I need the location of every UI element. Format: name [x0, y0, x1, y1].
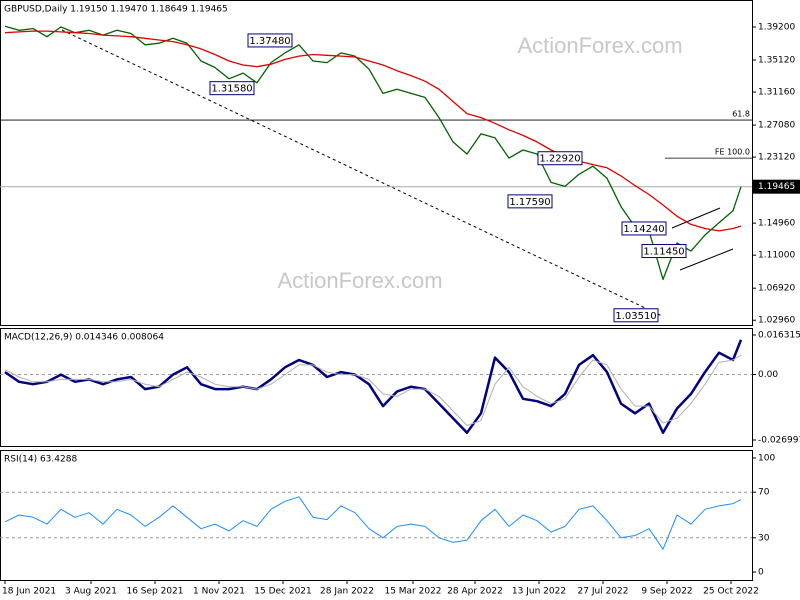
- annotation-box: [613, 308, 659, 323]
- y-tick-label: 1.27080: [758, 121, 795, 131]
- annotation-box: [247, 33, 293, 48]
- channel-line: [671, 207, 721, 229]
- x-tick-label: 25 Oct 2022: [703, 587, 759, 597]
- y-tick-label: 1.23120: [758, 153, 795, 163]
- y-tick-label: 1.02960: [758, 316, 795, 326]
- macd-frame: [0, 328, 753, 447]
- x-tick-label: 9 Sep 2022: [641, 587, 692, 597]
- annotation-label: 1.11450: [643, 247, 684, 258]
- x-tick-label: 15 Mar 2022: [384, 587, 441, 597]
- price-frame: [0, 0, 753, 326]
- x-tick-label: 28 Apr 2022: [447, 587, 503, 597]
- series-line: [4, 25, 742, 281]
- y-tick-label: 1.39200: [758, 23, 795, 33]
- watermark: ActionForex.com: [277, 268, 442, 293]
- annotation-box: [641, 244, 687, 259]
- series-line: [4, 30, 742, 232]
- annotation-label: 1.17590: [509, 197, 550, 208]
- annotation-label: 1.31580: [211, 84, 252, 95]
- channel-line: [679, 248, 734, 271]
- y-tick-label: 1.14960: [758, 219, 795, 229]
- annotation-box: [621, 221, 667, 236]
- level-label: 61.8: [732, 110, 750, 119]
- x-tick-label: 1 Nov 2021: [193, 587, 245, 597]
- annotation-box: [507, 194, 553, 209]
- y-tick-label: 70: [758, 488, 770, 498]
- y-tick-label: 0.016315: [758, 330, 800, 340]
- y-tick-label: 1.35120: [758, 56, 795, 66]
- series-line: [4, 339, 743, 434]
- x-tick-label: 3 Aug 2021: [65, 587, 117, 597]
- y-tick-label: 100: [758, 453, 775, 463]
- watermark: ActionForex.com: [517, 33, 682, 58]
- rsi-frame: [0, 450, 753, 581]
- annotation-label: 1.37480: [249, 36, 290, 47]
- annotation-label: 1.14240: [623, 224, 664, 235]
- x-tick-label: 15 Dec 2021: [254, 587, 312, 597]
- y-tick-label: 0.00: [758, 370, 778, 380]
- x-tick-label: 18 Jun 2021: [2, 587, 56, 597]
- y-tick-label: 30: [758, 533, 770, 543]
- x-tick-label: 27 Jul 2022: [578, 587, 629, 597]
- annotation-label: 1.03510: [615, 311, 656, 322]
- trend-lines: [61, 29, 734, 317]
- y-tick-label: 1.31160: [758, 88, 795, 98]
- y-tick-label: 0: [758, 568, 764, 578]
- y-tick-label: 1.06920: [758, 284, 795, 294]
- y-tick-label: 1.11000: [758, 251, 795, 261]
- price-label-box: [753, 179, 800, 194]
- price-label: 1.19465: [758, 182, 795, 192]
- series-line: [4, 496, 742, 550]
- panel-title: RSI(14) 63.4288: [4, 455, 77, 465]
- y-tick-label: -0.026997: [758, 436, 800, 446]
- x-tick-label: 16 Sep 2021: [126, 587, 183, 597]
- annotation-label: 1.22920: [539, 154, 580, 165]
- panel-title: GBPUSD,Daily 1.19150 1.19470 1.18649 1.1…: [4, 5, 228, 15]
- frames: [0, 0, 753, 581]
- x-tick-label: 28 Jan 2022: [320, 587, 374, 597]
- panel-title: MACD(12,26,9) 0.014346 0.008064: [4, 333, 164, 343]
- annotation-box: [537, 151, 583, 166]
- x-tick-label: 13 Jun 2022: [512, 587, 566, 597]
- annotation-box: [209, 81, 255, 96]
- series-line: [4, 354, 742, 426]
- trend-line: [61, 29, 663, 317]
- level-label: FE 100.0: [715, 148, 750, 157]
